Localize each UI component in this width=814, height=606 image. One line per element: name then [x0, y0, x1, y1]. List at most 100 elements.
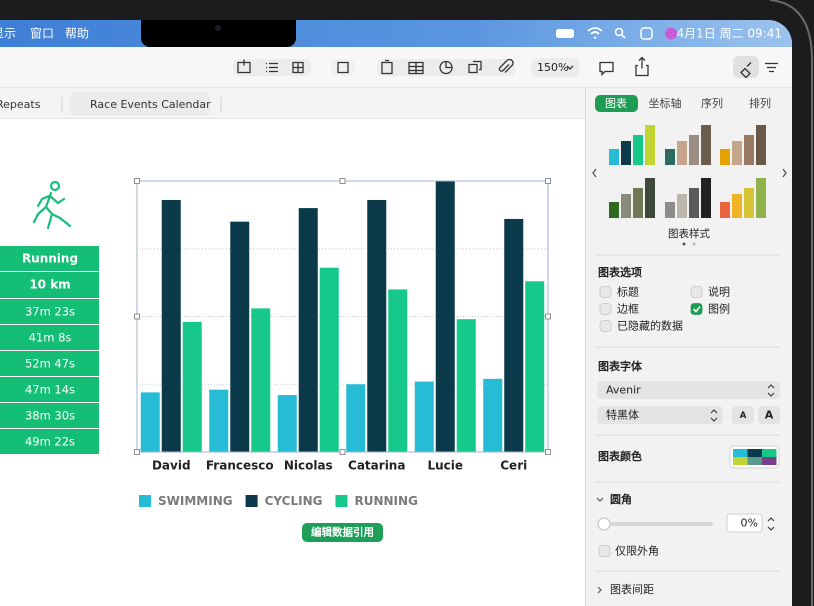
- menu-item[interactable]: 窗口: [30, 27, 54, 41]
- sidebar-tab-active[interactable]: [595, 95, 638, 112]
- control-center-icon[interactable]: [640, 27, 653, 40]
- siri-icon[interactable]: [665, 27, 677, 40]
- search-icon[interactable]: [614, 27, 624, 37]
- format-button[interactable]: [733, 56, 759, 78]
- checkbox[interactable]: [690, 303, 703, 315]
- font-popup[interactable]: [597, 381, 780, 399]
- organize-icon[interactable]: [765, 62, 778, 73]
- toolbar-button[interactable]: [331, 59, 355, 76]
- resize-handle[interactable]: [134, 313, 140, 320]
- font-size-button[interactable]: [732, 406, 754, 424]
- shape-icon[interactable]: [468, 60, 482, 74]
- style-thumbnail-bar[interactable]: [665, 149, 675, 165]
- thumbnail-prev[interactable]: [592, 168, 597, 178]
- media-icon[interactable]: [498, 58, 514, 73]
- add-page-icon[interactable]: [237, 59, 251, 74]
- resize-handle[interactable]: [545, 313, 551, 320]
- style-thumbnail-bar[interactable]: [701, 125, 711, 165]
- sidebar-tab[interactable]: 序列: [701, 96, 723, 110]
- sheet-tab[interactable]: Repeats: [0, 98, 41, 111]
- font-name[interactable]: Avenir: [606, 384, 641, 397]
- camera: [215, 25, 221, 31]
- style-thumbnail-bar[interactable]: [633, 135, 643, 165]
- resize-handle[interactable]: [134, 178, 140, 184]
- style-thumbnail-bar[interactable]: [677, 194, 687, 218]
- checkbox[interactable]: [690, 286, 703, 298]
- battery-icon[interactable]: [556, 29, 574, 38]
- font-size-label[interactable]: A: [740, 411, 747, 421]
- resize-handle[interactable]: [339, 449, 346, 455]
- share-icon[interactable]: [635, 56, 649, 77]
- option-label[interactable]: 已隐藏的数据: [617, 319, 683, 333]
- table-icon[interactable]: [408, 61, 424, 75]
- style-thumbnail-bar[interactable]: [756, 125, 766, 165]
- corner-field[interactable]: [726, 513, 763, 533]
- option-label[interactable]: 仅限外角: [615, 545, 659, 558]
- zoom-value[interactable]: 150%: [537, 61, 568, 74]
- style-thumbnail-bar[interactable]: [645, 125, 655, 165]
- style-thumbnail-bar[interactable]: [701, 178, 711, 218]
- style-thumbnail-bar[interactable]: [732, 141, 742, 165]
- sidebar-tab[interactable]: 排列: [749, 96, 771, 110]
- chart-icon[interactable]: [439, 60, 453, 75]
- style-thumbnail-bar[interactable]: [609, 149, 619, 165]
- style-thumbnail-bar[interactable]: [720, 149, 730, 165]
- list-icon[interactable]: [266, 62, 278, 73]
- resize-handle[interactable]: [339, 178, 346, 184]
- option-label[interactable]: 说明: [708, 285, 730, 299]
- checkbox[interactable]: [599, 303, 612, 315]
- grid-icon[interactable]: [337, 61, 349, 74]
- font-size-button[interactable]: [758, 406, 780, 424]
- option-label[interactable]: 标题: [617, 285, 639, 299]
- corner-value[interactable]: 0%: [741, 517, 758, 530]
- sheet-tab-active[interactable]: [70, 92, 210, 116]
- table-insert-icon[interactable]: [292, 61, 304, 74]
- style-thumbnail-bar[interactable]: [744, 135, 754, 165]
- camera-notch: [141, 20, 296, 47]
- zoom-control[interactable]: [531, 58, 579, 77]
- resize-handle[interactable]: [545, 449, 551, 455]
- style-thumbnail-bar[interactable]: [621, 141, 631, 165]
- style-thumbnail-bar[interactable]: [621, 194, 631, 218]
- style-thumbnail-bar[interactable]: [645, 178, 655, 218]
- style-thumbnail-bar[interactable]: [665, 202, 675, 218]
- edit-data-label[interactable]: 编辑数据引用: [311, 526, 374, 539]
- style-thumbnail-bar[interactable]: [633, 188, 643, 218]
- disclosure-closed[interactable]: [597, 586, 602, 594]
- option-label[interactable]: 边框: [617, 303, 639, 316]
- resize-handle[interactable]: [134, 449, 140, 455]
- menu-item[interactable]: 帮助: [65, 27, 89, 41]
- comment-icon[interactable]: [599, 61, 614, 77]
- slider-knob[interactable]: [597, 517, 611, 531]
- resize-handle[interactable]: [545, 178, 551, 184]
- sidebar-tab[interactable]: 坐标轴: [649, 96, 682, 110]
- style-thumbnail-bar[interactable]: [689, 135, 699, 165]
- style-thumbnail-bar[interactable]: [689, 188, 699, 218]
- checkbox[interactable]: [598, 545, 611, 557]
- font-size-label[interactable]: A: [765, 409, 774, 422]
- sidebar-tab[interactable]: 图表: [605, 96, 627, 110]
- menu-item[interactable]: 显示: [0, 27, 16, 41]
- option-label[interactable]: 图例: [708, 302, 730, 316]
- style-thumbnail-bar[interactable]: [677, 141, 687, 165]
- section-title[interactable]: 图表间距: [610, 582, 654, 596]
- style-thumbnail-bar[interactable]: [756, 178, 766, 218]
- slider-track[interactable]: [600, 522, 713, 526]
- stepper[interactable]: [767, 517, 775, 531]
- font-style-popup[interactable]: [597, 406, 723, 424]
- font-style[interactable]: 特黑体: [606, 408, 639, 422]
- style-thumbnail-bar[interactable]: [732, 194, 742, 218]
- edit-data-button[interactable]: [302, 523, 383, 542]
- checkbox[interactable]: [599, 286, 612, 298]
- bar: [319, 267, 339, 452]
- checkbox[interactable]: [599, 320, 612, 332]
- text-box-icon[interactable]: [381, 59, 393, 75]
- style-thumbnail-bar[interactable]: [720, 202, 730, 218]
- thumbnail-next[interactable]: [782, 168, 787, 178]
- wifi-icon[interactable]: [587, 27, 603, 40]
- format-brush-icon[interactable]: [740, 62, 752, 79]
- style-thumbnail-bar[interactable]: [744, 188, 754, 218]
- sheet-tab[interactable]: Race Events Calendar: [90, 98, 211, 111]
- disclosure-open[interactable]: [596, 497, 604, 502]
- style-thumbnail-bar[interactable]: [609, 202, 619, 218]
